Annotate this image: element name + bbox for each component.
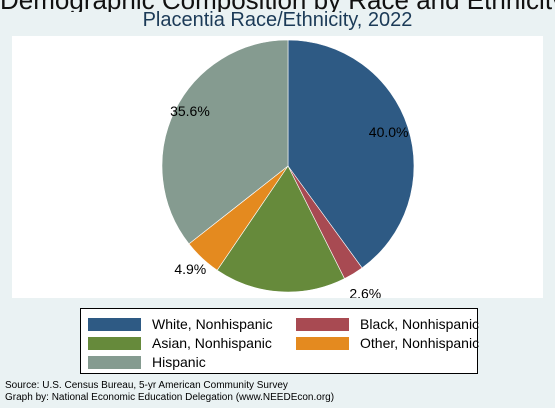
legend-item-black: Black, Nonhispanic: [296, 316, 479, 332]
legend-label-other: Other, Nonhispanic: [360, 335, 480, 351]
cut-off-heading: Demographic Composition by Race and Ethn…: [0, 0, 555, 12]
slice-label-other: 4.9%: [174, 261, 206, 277]
legend-label-black: Black, Nonhispanic: [360, 316, 480, 332]
legend-item-other: Other, Nonhispanic: [296, 335, 479, 351]
legend-label-hispanic: Hispanic: [152, 354, 206, 370]
chart-title: Placentia Race/Ethnicity, 2022: [142, 9, 413, 31]
cut-off-heading-text: Demographic Composition by Race and Ethn…: [0, 0, 555, 12]
source-line: Source: U.S. Census Bureau, 5-yr America…: [5, 380, 288, 391]
legend-item-asian: Asian, Nonhispanic: [88, 335, 272, 351]
source-note: Source: U.S. Census Bureau, 5-yr America…: [5, 380, 334, 404]
legend-label-white: White, Nonhispanic: [152, 316, 273, 332]
legend-swatch-black: [296, 317, 349, 331]
slice-label-white: 40.0%: [369, 124, 409, 140]
legend-item-white: White, Nonhispanic: [88, 316, 273, 332]
legend-swatch-white: [88, 317, 141, 331]
legend-swatch-hispanic: [88, 355, 141, 369]
slice-label-black: 2.6%: [349, 286, 381, 298]
legend-swatch-asian: [88, 336, 141, 350]
credit-line: Graph by: National Economic Education De…: [5, 392, 335, 403]
slice-label-asian: 16.9%: [260, 295, 300, 298]
legend-swatch-other: [296, 336, 349, 350]
slice-label-hispanic: 35.6%: [170, 103, 210, 119]
pie-chart: 40.0% 2.6% 16.9% 4.9% 35.6%: [161, 39, 415, 298]
plot-area: 40.0% 2.6% 16.9% 4.9% 35.6%: [12, 36, 543, 298]
pie-slice-hispanic: [161, 39, 289, 245]
legend-label-asian: Asian, Nonhispanic: [152, 335, 272, 351]
legend: White, Nonhispanic Black, Nonhispanic As…: [80, 308, 479, 374]
pie-slice-white: [287, 39, 415, 269]
legend-item-hispanic: Hispanic: [88, 354, 206, 370]
pie-slice-asian: [216, 165, 345, 293]
